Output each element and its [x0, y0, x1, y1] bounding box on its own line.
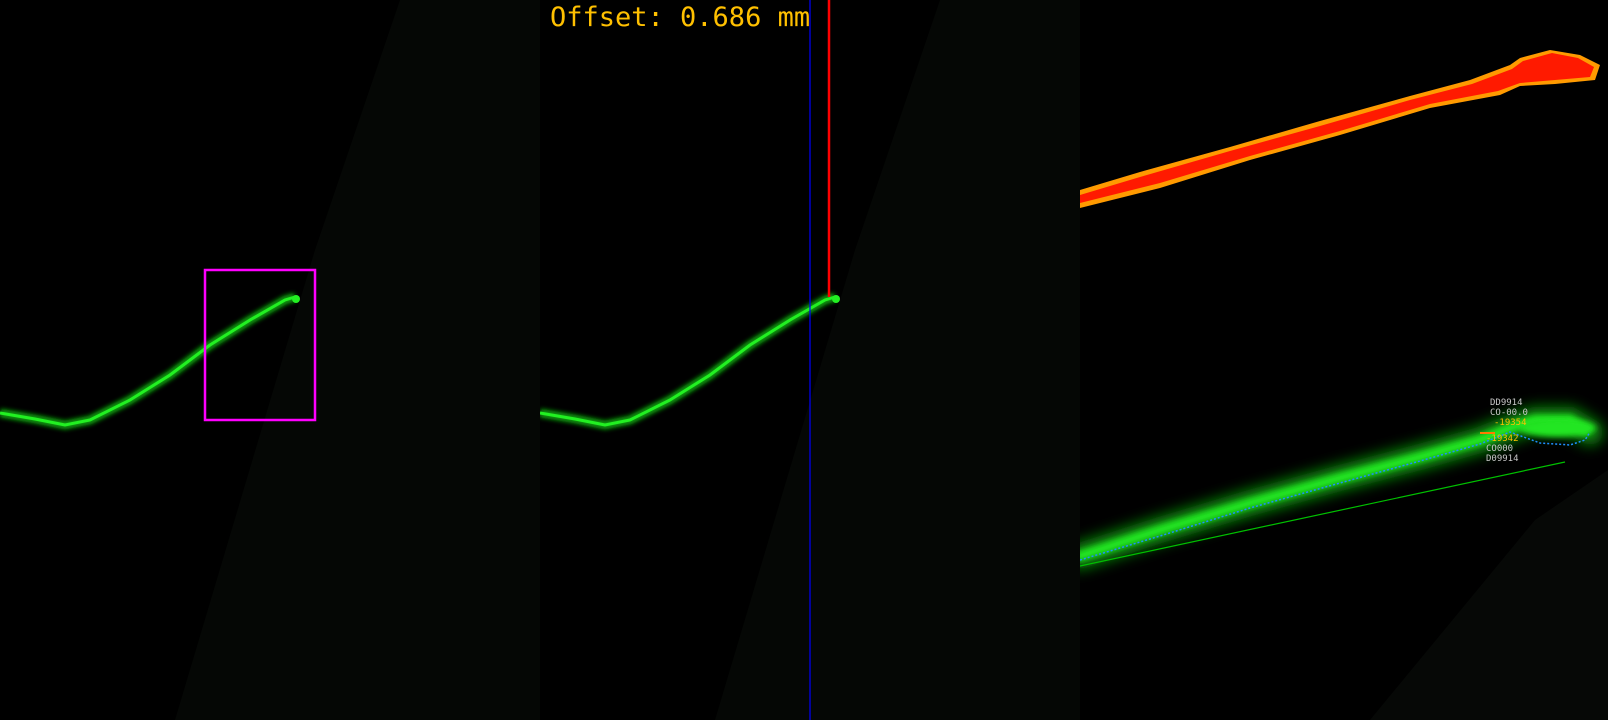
reference-canvas	[540, 0, 1080, 720]
zoomed-analysis-canvas	[1080, 0, 1608, 720]
zoom-label-5: CO000	[1486, 444, 1514, 454]
reference-panel	[540, 0, 1080, 720]
zoom-label-1: DD9914	[1490, 398, 1523, 408]
laser-line	[540, 295, 836, 427]
offset-readout: Offset: 0.686 mm	[550, 2, 811, 33]
laser-line-tip	[832, 295, 840, 303]
zoom-label-3: -19354	[1494, 418, 1527, 428]
background-object-shadow	[715, 0, 1080, 720]
background-object-shadow	[175, 0, 540, 720]
laser-line-tip	[292, 295, 300, 303]
zoom-label-2: CO-00.0	[1490, 408, 1528, 418]
zoom-label-6: D09914	[1486, 454, 1519, 464]
zoom-label-4: -19342	[1486, 434, 1519, 444]
zoomed-analysis-panel: DD9914 CO-00.0 -19354 -19342 CO000 D0991…	[1080, 0, 1608, 720]
fit-line	[1080, 461, 1566, 567]
edge-trace	[1080, 431, 1591, 561]
background-object-shadow	[1370, 470, 1608, 720]
heatmap-streak	[1080, 53, 1594, 203]
raw-image-panel	[0, 0, 540, 720]
zoomed-laser-tip	[1520, 419, 1596, 437]
roi-box	[203, 268, 317, 422]
raw-image-canvas	[0, 0, 540, 720]
laser-line	[0, 295, 296, 427]
